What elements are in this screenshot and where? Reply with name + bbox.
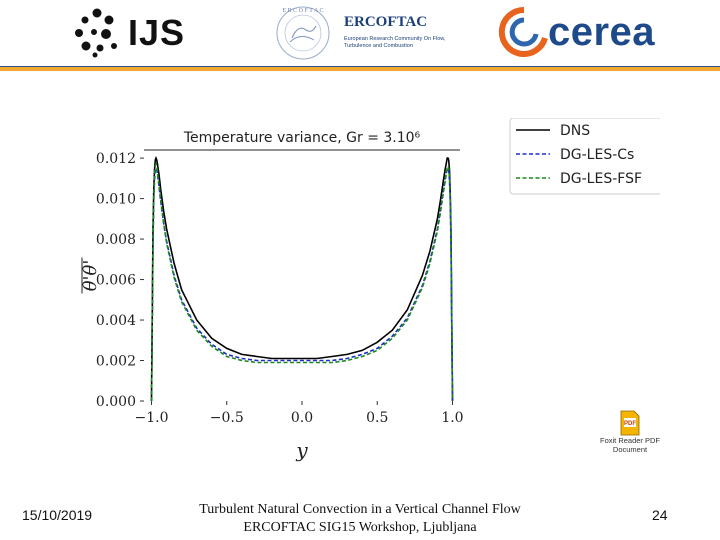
x-tick-label: 0.0: [291, 410, 313, 426]
pdf-attachment[interactable]: PDF Foxit Reader PDF Document: [590, 410, 670, 466]
ercoftac-logo: E R C O F T A C ERCOFTAC European Resear…: [270, 4, 450, 62]
y-tick-label: 0.010: [96, 192, 136, 208]
footer-title: Turbulent Natural Convection in a Vertic…: [160, 501, 560, 537]
x-tick-label: −0.5: [210, 410, 244, 426]
y-tick-label: 0.006: [96, 273, 136, 289]
footer-title-line1: Turbulent Natural Convection in a Vertic…: [199, 502, 521, 517]
ercoftac-name: ERCOFTAC: [344, 14, 428, 30]
legend-label: DNS: [560, 123, 590, 139]
x-tick-label: 0.5: [366, 410, 388, 426]
legend-box: [509, 118, 660, 195]
pdf-caption-line1: Foxit Reader PDF: [599, 436, 661, 445]
header-divider: [0, 66, 720, 71]
series-line-dns: [150, 155, 454, 402]
y-tick-label: 0.012: [96, 151, 136, 167]
ercoftac-subtitle: European Research Community On Flow, Tur…: [344, 36, 446, 49]
cerea-swirl-icon: [498, 6, 548, 57]
pdf-document-icon: PDF: [620, 410, 640, 436]
svg-text:E R C O F T A C: E R C O F T A C: [283, 8, 324, 14]
svg-text:PDF: PDF: [624, 421, 636, 427]
cerea-logo: cerea: [498, 6, 688, 60]
x-tick-label: −1.0: [135, 410, 169, 426]
series-line-dg-les-cs: [150, 165, 454, 402]
legend-label: DG-LES-FSF: [560, 171, 642, 187]
temperature-variance-chart: Temperature variance, Gr = 3.10⁶ 0.0000.…: [80, 118, 660, 462]
y-tick-label: 0.004: [96, 313, 136, 329]
ijs-dots-icon: [75, 8, 117, 58]
pdf-caption-line2: Document: [612, 445, 648, 454]
plot-series: [150, 155, 454, 402]
x-tick-label: 1.0: [441, 410, 463, 426]
ijs-logo-text: IJS: [128, 12, 186, 53]
plot-ticks: 0.000 0.002 0.004 0.006 0.008 0.010 0.012 −1.0 −…: [80, 151, 464, 462]
ercoftac-seal-icon: E R C O F T A C: [276, 6, 330, 60]
plot-frame: Temperature variance, Gr = 3.10⁶: [144, 130, 460, 151]
y-axis-label: θ'θ': [80, 260, 101, 292]
cerea-logo-text: cerea: [548, 10, 656, 54]
y-tick-label: 0.000: [96, 394, 136, 410]
legend-label: DG-LES-Cs: [560, 147, 634, 163]
y-tick-label: 0.002: [96, 354, 136, 370]
ijs-logo: IJS: [72, 6, 202, 60]
series-line-dg-les-fsf: [150, 161, 454, 402]
x-axis-label: y: [295, 438, 308, 462]
page-number: 24: [652, 507, 668, 523]
footer-date: 15/10/2019: [22, 507, 93, 523]
y-tick-label: 0.008: [96, 232, 136, 248]
footer-title-line2: ERCOFTAC SIG15 Workshop, Ljubljana: [243, 520, 477, 535]
chart-title: Temperature variance, Gr = 3.10⁶: [183, 130, 421, 146]
chart-legend: DNS DG-LES-Cs DG-LES-FSF: [509, 118, 660, 195]
